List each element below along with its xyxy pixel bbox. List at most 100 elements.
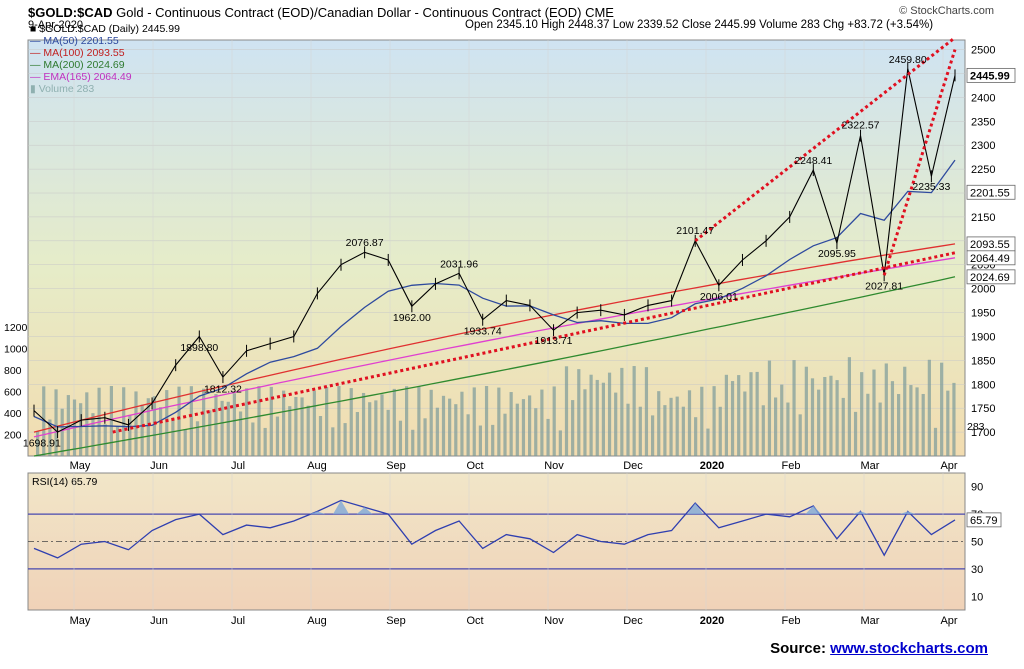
price-annotation: 2031.96 (440, 258, 478, 270)
volume-bar (804, 366, 808, 456)
volume-bar (583, 389, 587, 456)
ma100-line (33, 243, 956, 433)
price-x-label: Jul (231, 460, 245, 472)
volume-bar (528, 395, 532, 456)
volume-bar (669, 397, 673, 456)
volume-bar (694, 417, 698, 456)
volume-bar (165, 390, 169, 456)
price-annotation: 1812.32 (204, 383, 242, 395)
volume-bar (638, 406, 642, 456)
volume-bar (411, 429, 415, 456)
price-tag-label: 2201.55 (970, 187, 1010, 199)
volume-bar (564, 366, 569, 456)
volume-bar (571, 400, 575, 456)
rsi-x-label: Oct (466, 615, 483, 627)
source-link[interactable]: www.stockcharts.com (830, 640, 988, 657)
volume-bar (374, 400, 378, 456)
volume-bar (312, 390, 316, 456)
volume-bar (761, 405, 765, 456)
price-annotation: 2006.01 (700, 291, 738, 303)
volume-bar (208, 410, 212, 456)
volume-bar (288, 406, 292, 456)
volume-bar (890, 381, 895, 456)
price-tick-label: 2150 (971, 212, 995, 224)
rsi-x-label: Mar (861, 615, 880, 627)
volume-tick-label: 1000 (4, 343, 28, 355)
volume-tick-label: 1200 (4, 322, 28, 334)
volume-bar (534, 408, 538, 456)
price-tick-label: 2300 (971, 140, 995, 152)
volume-bar (171, 417, 175, 456)
legend-ema165: — EMA(165) 2064.49 (30, 71, 132, 83)
volume-bar (657, 391, 661, 456)
volume-bar (601, 382, 605, 456)
volume-bar (878, 402, 882, 456)
volume-bar (275, 416, 280, 456)
volume-bar (294, 396, 298, 456)
price-annotation: 1698.91 (23, 438, 61, 450)
price-annotation: 2235.33 (912, 181, 950, 193)
volume-bar (478, 425, 482, 456)
volume-bar (263, 427, 267, 456)
volume-tag-label: 283 (967, 421, 985, 433)
rsi-overbought-fill (899, 511, 916, 515)
volume-bar (60, 408, 64, 456)
volume-bar (558, 430, 562, 456)
legend-volume: ▮ Volume 283 (30, 83, 95, 95)
volume-bar (552, 386, 556, 456)
price-tag-box (966, 269, 1016, 285)
volume-bar (823, 377, 827, 456)
volume-tick-label: 400 (4, 408, 22, 420)
volume-bar (109, 386, 113, 456)
volume-bar (774, 397, 778, 456)
volume-bar (195, 421, 200, 456)
volume-bar (860, 372, 864, 456)
price-annotation: 1913.71 (535, 335, 573, 347)
rsi-overbought-fill (852, 511, 869, 515)
volume-bar (423, 418, 427, 456)
volume-bar (435, 407, 439, 456)
price-x-label: Sep (386, 460, 406, 472)
volume-bar (632, 366, 636, 456)
volume-bar (79, 403, 83, 456)
volume-bar (417, 386, 421, 456)
price-tick-label: 1750 (971, 403, 995, 415)
volume-bar (441, 395, 446, 456)
volume-bar (909, 385, 913, 456)
volume-bar (853, 411, 858, 456)
price-tick-label: 2350 (971, 116, 995, 128)
rsi-tick-label: 90 (971, 482, 983, 494)
price-annotation: 2248.41 (794, 155, 832, 167)
volume-bar (214, 393, 218, 456)
price-x-label: May (70, 460, 91, 472)
volume-bar (91, 413, 95, 456)
rsi-x-label: Jun (150, 615, 168, 627)
volume-bar (847, 357, 851, 456)
price-tag-label: 2064.49 (970, 253, 1010, 265)
legend-ma50: — MA(50) 2201.55 (30, 35, 119, 47)
volume-tick-label: 600 (4, 386, 22, 398)
volume-bar (644, 367, 649, 456)
price-tick-label: 2400 (971, 92, 995, 104)
rsi-overbought-fill (356, 507, 373, 515)
rsi-x-label: Feb (782, 615, 801, 627)
price-annotation: 2101.47 (676, 225, 714, 237)
volume-bar (503, 413, 507, 456)
price-x-label: Oct (466, 460, 483, 472)
volume-bar (589, 374, 593, 456)
price-x-label: Mar (861, 460, 880, 472)
volume-bar (392, 388, 396, 456)
price-annotation: 1962.00 (393, 312, 431, 324)
volume-bar (755, 371, 759, 456)
price-x-label: Nov (544, 460, 564, 472)
volume-bar (749, 372, 753, 456)
rsi-line (33, 499, 956, 559)
volume-bar (835, 380, 839, 456)
volume-bar (607, 372, 612, 456)
volume-bar (577, 369, 581, 456)
legend-price: ■ $GOLD:$CAD (Daily) 2445.99 (30, 23, 180, 35)
price-annotation: 1898.80 (180, 342, 218, 354)
volume-bar (466, 414, 470, 456)
volume-bar (798, 414, 802, 456)
price-tag-label: 2093.55 (970, 239, 1010, 251)
